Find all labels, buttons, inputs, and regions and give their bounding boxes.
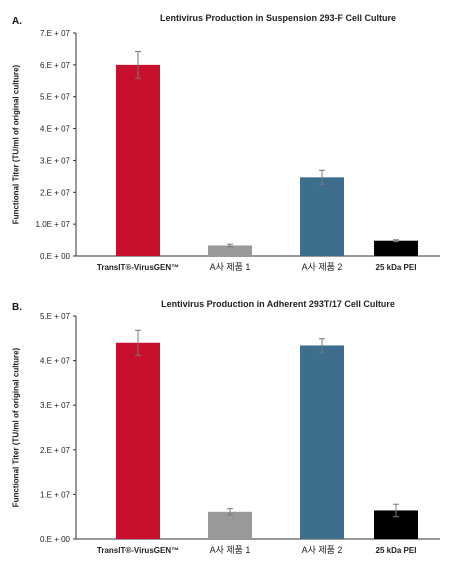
x-tick-label: 25 kDa PEI [376,263,417,272]
x-tick-label: A사 제품 2 [302,545,343,555]
bar [300,177,344,256]
y-tick-label: 4.E + 07 [40,357,71,366]
x-tick-label: A사 제품 1 [210,545,251,555]
y-tick-label: 0.E + 00 [40,535,71,544]
panel-label: B. [12,302,22,313]
y-tick-label: 1.0E + 07 [36,220,71,229]
y-tick-label: 0.E + 00 [40,252,71,261]
x-tick-label: A사 제품 1 [210,262,251,272]
y-axis-label: Functional Titer (TU/ml of original cult… [12,347,21,507]
y-tick-label: 2.E + 07 [40,188,71,197]
y-tick-label: 3.E + 07 [40,156,71,165]
y-tick-label: 4.E + 07 [40,125,71,134]
y-tick-label: 7.E + 07 [40,29,71,38]
chart-panel-b: B. Lentivirus Production in Adherent 293T… [12,299,440,555]
y-tick-label: 6.E + 07 [40,61,71,70]
chart-title: Lentivirus Production in Suspension 293-… [160,13,396,23]
x-tick-label: A사 제품 2 [302,262,343,272]
bar [208,511,252,539]
chart-panel-a: A. Lentivirus Production in Suspension 29… [12,13,440,272]
chart-title: Lentivirus Production in Adherent 293T/1… [161,299,395,309]
bar [208,245,252,256]
bar [300,345,344,539]
y-tick-label: 3.E + 07 [40,401,71,410]
y-tick-label: 5.E + 07 [40,312,71,321]
y-tick-label: 5.E + 07 [40,93,71,102]
x-tick-label: 25 kDa PEI [376,546,417,555]
x-tick-label: TransIT®-VirusGEN™ [97,263,179,272]
panel-label: A. [12,16,22,27]
bar [116,342,160,539]
bar [374,240,418,256]
y-axis-label: Functional Titer (TU/ml of original cult… [12,64,21,224]
y-tick-label: 2.E + 07 [40,446,71,455]
bar [116,64,160,256]
y-tick-label: 1.E + 07 [40,490,71,499]
x-tick-label: TransIT®-VirusGEN™ [97,546,179,555]
